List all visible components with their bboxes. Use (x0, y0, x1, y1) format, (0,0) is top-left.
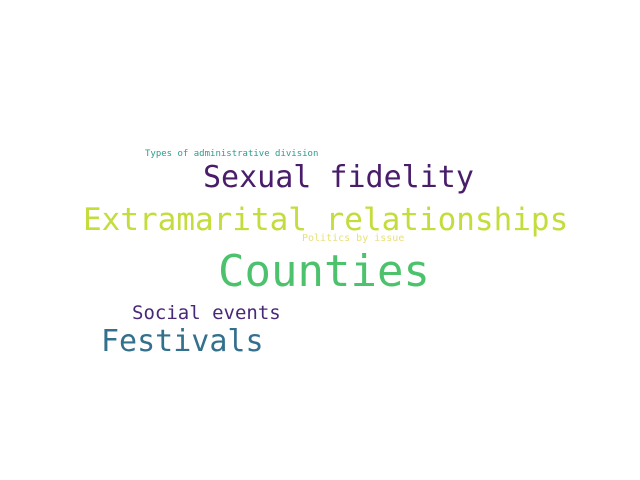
word-politics-by-issue: Politics by issue (302, 233, 405, 244)
word-festivals: Festivals (101, 324, 264, 359)
word-types-of-administrative-division: Types of administrative division (145, 149, 319, 159)
word-social-events: Social events (132, 302, 281, 324)
word-counties: Counties (218, 246, 430, 297)
word-extramarital-relationships: Extramarital relationships (83, 202, 569, 238)
word-sexual-fidelity: Sexual fidelity (203, 160, 474, 195)
